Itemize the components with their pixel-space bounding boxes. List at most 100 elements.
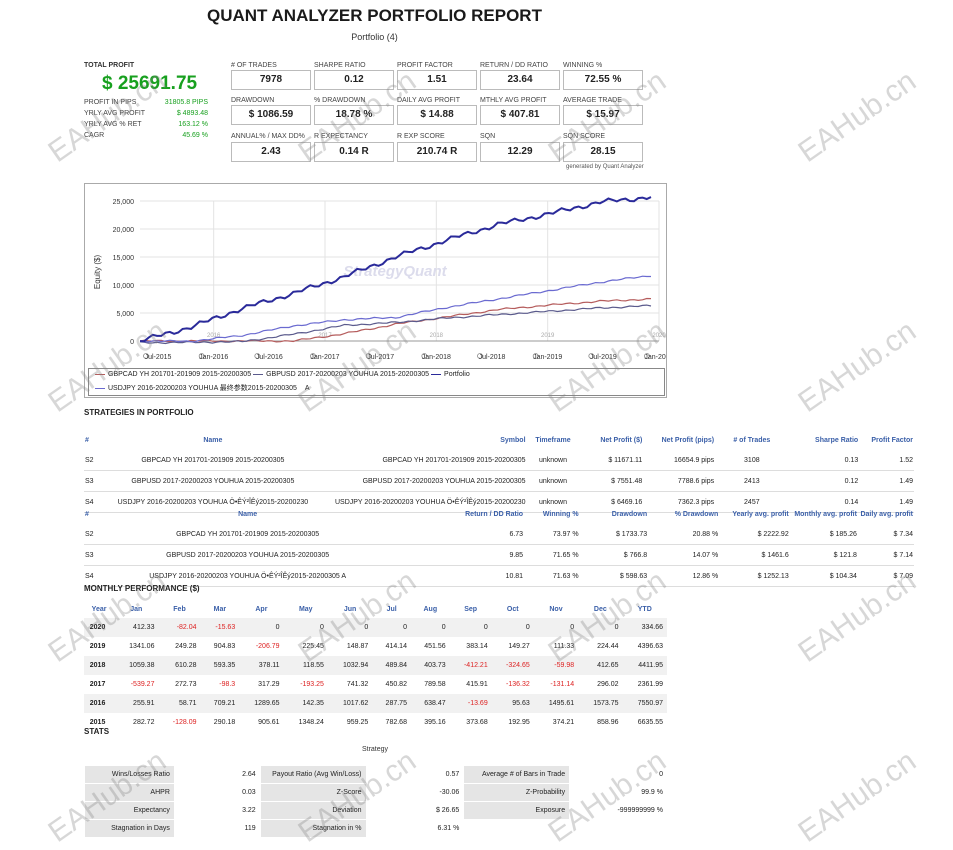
year-mark-label: 2016 <box>207 333 221 339</box>
month-value-cell: 317.29 <box>258 681 280 688</box>
stat-name: Expectancy <box>84 801 175 820</box>
year-cell: 2020 <box>84 618 115 637</box>
stat-name: Stagnation in Days <box>84 819 175 838</box>
month-value-cell: 374.21 <box>552 719 575 726</box>
table-cell: $ 7.09 <box>857 565 914 587</box>
total-profit-value: $ 25691.75 <box>102 73 198 94</box>
x-tick-label: Jul-2017 <box>367 354 394 361</box>
stat-name: Average # of Bars in Trade <box>463 765 571 784</box>
legend-swatch <box>253 373 264 375</box>
table-cell: USDJPY 2016-20200203 YOUHUA Ö•ÊÝ²ÎÊý2015… <box>114 491 312 513</box>
month-value-cell: 58.71 <box>158 694 201 713</box>
stat-label: WINNING % <box>563 62 603 69</box>
x-tick-marker <box>477 353 483 359</box>
stat-value: 72.55 % <box>563 70 643 90</box>
month-value-cell: 858.96 <box>597 719 619 726</box>
month-value-cell: 0 <box>533 618 579 637</box>
summary-value: 45.69 % <box>182 132 208 139</box>
month-value-cell: 192.95 <box>508 719 530 726</box>
table-cell: S3 <box>84 544 113 566</box>
month-value-cell: 290.18 <box>213 719 236 726</box>
stat-label: % DRAWDOWN <box>314 97 366 104</box>
stat-label: # OF TRADES <box>231 62 277 69</box>
column-header: Monthly avg. profit <box>794 510 857 518</box>
y-tick-label: 5,000 <box>116 311 134 318</box>
month-value-cell: 0 <box>239 618 284 637</box>
month-value-cell: 1017.62 <box>327 694 373 713</box>
summary-value: 163.12 % <box>178 121 208 128</box>
column-header: Timeframe <box>535 436 571 444</box>
equity-chart: 25,000 20,000 15,000 10,000 5,000 0 2016 2017 20… <box>84 183 674 398</box>
month-value-cell: 1032.94 <box>327 656 373 675</box>
month-value-cell: -128.09 <box>172 719 197 726</box>
month-value-cell: -206.79 <box>255 643 280 650</box>
stat-value: 99.9 % <box>569 783 668 802</box>
table-cell: 3108 <box>715 450 789 471</box>
table-cell: 0.14 <box>788 491 860 513</box>
table-cell: 9.85 <box>382 544 525 566</box>
column-header: % Drawdown <box>674 510 719 518</box>
month-header: Sep <box>464 605 478 613</box>
month-value-cell: 414.14 <box>385 643 407 650</box>
month-value-cell: 4396.63 <box>637 643 663 650</box>
month-value-cell: -131.14 <box>550 681 575 688</box>
x-tick-label: Jul-2019 <box>590 354 617 361</box>
month-header: Aug <box>423 605 438 613</box>
stats-section-title: STATS <box>84 727 110 736</box>
table-row: Wins/Losses Ratio 2.64 Payout Ratio (Avg W… <box>84 765 668 784</box>
month-value-cell: 95.63 <box>491 694 534 713</box>
table-row: S4 USDJPY 2016-20200203 YOUHUA Ö•ÊÝ²ÎÊý20… <box>84 491 914 513</box>
month-value-cell: 1289.65 <box>239 694 284 713</box>
year-mark-label: 2017 <box>318 333 332 339</box>
month-value-cell: 383.14 <box>466 643 488 650</box>
stat-name: Wins/Losses Ratio <box>84 765 175 784</box>
table-cell: 2457 <box>715 491 789 513</box>
x-tick-marker <box>143 353 149 359</box>
column-header: # <box>85 510 89 518</box>
table-row: 2017 -539.27 272.73 -98.3 317.29 -193.25 741.3… <box>84 675 667 694</box>
stat-value: 28.15 <box>563 142 643 162</box>
strategies-table-1: # Name Symbol Timeframe Net Profit ($) Net Pr… <box>84 430 914 513</box>
stat-value: 3.22 <box>173 801 261 820</box>
x-tick-label: Jan-2020 <box>644 354 666 361</box>
stats-caption: Strategy <box>361 746 389 753</box>
table-cell: 73.97 % <box>524 524 580 545</box>
x-tick-marker <box>421 353 428 359</box>
table-header-row: # Name Symbol Timeframe Net Profit ($) Net Pr… <box>84 430 914 450</box>
month-header: Oct <box>506 605 519 613</box>
month-value-cell: 0 <box>327 618 373 637</box>
table-cell: $ 7.34 <box>857 524 914 545</box>
legend-swatch <box>431 373 442 375</box>
table-cell: $ 598.63 <box>579 565 649 587</box>
table-row: S3 GBPUSD 2017-20200203 YOUHUA 2015-20200… <box>84 470 914 492</box>
table-cell: GBPCAD YH 201701-201909 2015-20200305 <box>311 450 527 471</box>
column-header: Net Profit (pips) <box>661 436 715 444</box>
table-cell: unknown <box>526 450 580 471</box>
table-cell: 16654.9 pips <box>643 450 716 471</box>
table-cell: 12.86 % <box>648 565 720 587</box>
month-value-cell: 0 <box>283 618 328 637</box>
month-value-cell: 709.21 <box>200 694 240 713</box>
y-tick-label: 25,000 <box>113 199 135 206</box>
year-cell: 2015 <box>89 719 106 726</box>
stat-value: 210.74 R <box>397 142 477 162</box>
table-cell: $ 2222.92 <box>719 524 790 545</box>
table-cell: $ 104.34 <box>789 565 858 587</box>
table-cell: S2 <box>84 524 113 545</box>
x-tick-label: Jul-2018 <box>479 354 506 361</box>
legend-label: GBPCAD YH 201701-201909 2015-20200305 <box>108 371 252 378</box>
stat-name: AHPR <box>84 783 175 802</box>
table-cell: $ 121.8 <box>789 544 858 566</box>
stat-value: $ 407.81 <box>480 105 560 125</box>
table-cell: 0.13 <box>788 450 860 471</box>
month-value-cell: 255.91 <box>114 694 159 713</box>
stat-label: SHARPE RATIO <box>314 62 366 69</box>
table-cell: $ 1461.6 <box>719 544 790 566</box>
table-row: S2 GBPCAD YH 201701-201909 2015-20200305 6… <box>84 524 914 545</box>
month-header: Dec <box>593 605 607 613</box>
month-value-cell: 610.28 <box>158 656 201 675</box>
series-line <box>139 304 652 345</box>
table-row: 2019 1341.06 249.28 904.83 -206.79 225.45 148.… <box>84 637 667 656</box>
x-tick-marker <box>644 353 650 359</box>
month-value-cell: 373.68 <box>466 719 488 726</box>
